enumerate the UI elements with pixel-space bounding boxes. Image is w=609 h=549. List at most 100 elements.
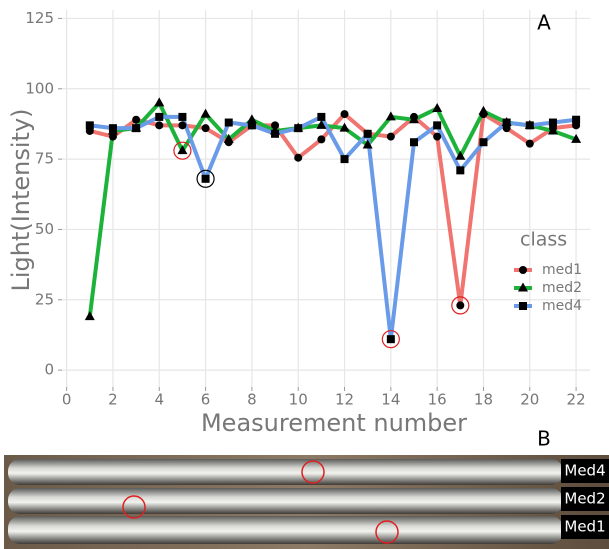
defect-circle — [122, 495, 146, 519]
point — [386, 335, 395, 344]
point — [224, 118, 233, 127]
weld-bead — [8, 459, 563, 485]
point — [247, 121, 256, 130]
point — [178, 112, 187, 121]
point — [108, 124, 117, 133]
photo-label: Med1 — [564, 518, 605, 536]
point — [456, 301, 465, 310]
weld-bead — [8, 516, 563, 544]
highlight-ring — [381, 330, 400, 349]
x-tick-label: 20 — [520, 391, 539, 409]
point — [294, 153, 303, 162]
point — [456, 166, 465, 175]
label-box — [561, 459, 609, 483]
point — [432, 102, 443, 112]
x-tick-label: 16 — [428, 391, 447, 409]
point — [223, 133, 234, 143]
point — [386, 132, 395, 141]
photo-label: Med4 — [564, 462, 605, 480]
point — [317, 135, 326, 144]
label-box — [561, 487, 609, 511]
point — [339, 122, 350, 132]
point — [201, 124, 210, 133]
legend-label: med1 — [542, 262, 582, 278]
point — [433, 121, 442, 130]
legend-marker — [519, 302, 527, 310]
x-tick-label: 14 — [381, 391, 400, 409]
point — [178, 121, 187, 130]
point — [271, 129, 280, 138]
legend-label: med4 — [542, 298, 582, 314]
point — [525, 121, 534, 130]
point — [362, 139, 373, 149]
point — [316, 119, 327, 129]
legend-title: class — [520, 229, 567, 251]
x-tick-label: 0 — [62, 391, 72, 409]
x-tick-label: 12 — [335, 391, 354, 409]
legend-marker — [519, 266, 527, 274]
legend-marker — [518, 282, 528, 292]
point — [455, 150, 466, 160]
x-axis-title: Measurement number — [201, 409, 467, 437]
point — [108, 132, 117, 141]
point — [317, 112, 326, 121]
point — [271, 121, 280, 130]
y-tick-label: 75 — [35, 150, 54, 168]
point — [385, 111, 396, 121]
point — [201, 174, 210, 183]
point — [363, 129, 372, 138]
point — [525, 139, 534, 148]
point — [410, 138, 418, 147]
defect-circle — [375, 520, 399, 544]
series-line — [89, 112, 577, 308]
y-tick-label: 0 — [44, 361, 54, 379]
point — [84, 311, 95, 321]
panel-label: A — [537, 11, 551, 35]
point — [433, 132, 442, 141]
point — [294, 124, 303, 133]
point — [177, 145, 188, 155]
x-tick-label: 22 — [567, 391, 586, 409]
point — [200, 108, 211, 118]
point — [132, 115, 141, 124]
x-tick-label: 8 — [247, 391, 257, 409]
legend-label: med2 — [542, 280, 582, 296]
point — [479, 138, 488, 147]
point — [154, 97, 165, 107]
panel-label: B — [537, 427, 551, 451]
x-tick-label: 18 — [474, 391, 493, 409]
y-tick-label: 125 — [25, 9, 54, 27]
point — [478, 105, 489, 115]
y-tick-label: 100 — [25, 79, 54, 97]
y-tick-label: 50 — [35, 220, 54, 238]
x-tick-label: 10 — [289, 391, 308, 409]
point — [246, 114, 257, 124]
point — [572, 115, 581, 124]
y-axis-title: Light(Intensity) — [7, 108, 35, 291]
y-tick-label: 25 — [35, 290, 54, 308]
highlight-ring — [451, 296, 470, 315]
photo-label: Med2 — [564, 490, 605, 508]
point — [85, 121, 94, 130]
x-tick-label: 4 — [154, 391, 164, 409]
point — [340, 155, 349, 164]
point — [502, 118, 511, 127]
weld-bead — [8, 488, 563, 514]
series-line — [87, 100, 577, 317]
x-tick-label: 6 — [201, 391, 211, 409]
point — [547, 125, 558, 135]
defect-circle — [301, 460, 325, 484]
highlight-ring — [196, 169, 215, 188]
point — [340, 110, 349, 119]
label-box — [561, 515, 609, 539]
x-tick-label: 2 — [108, 391, 118, 409]
point — [155, 121, 164, 130]
point — [409, 114, 419, 124]
point — [132, 124, 141, 133]
highlight-ring — [173, 141, 192, 160]
point — [571, 133, 582, 143]
point — [548, 118, 557, 127]
chart: Light(Intensity) Measurement number A B … — [7, 9, 590, 451]
point — [155, 112, 164, 121]
